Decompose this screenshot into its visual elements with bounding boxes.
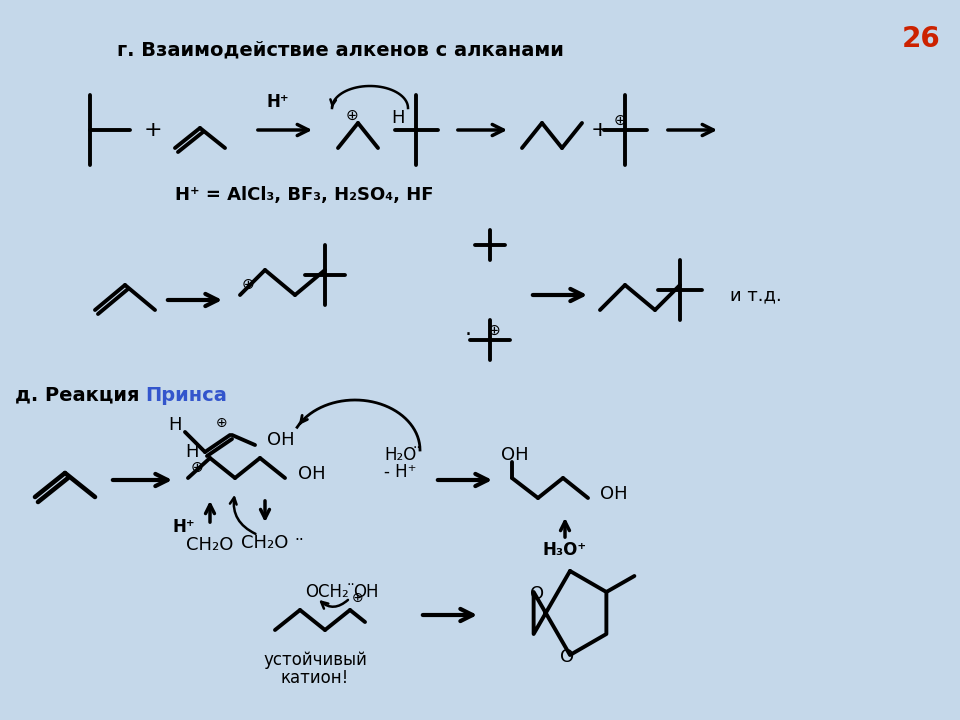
- Text: ··: ··: [413, 441, 421, 455]
- Text: - H⁺: - H⁺: [384, 463, 417, 481]
- Text: устойчивый: устойчивый: [263, 651, 367, 669]
- Text: г. Взаимодействие алкенов с алканами: г. Взаимодействие алкенов с алканами: [116, 40, 564, 59]
- Text: ⊕: ⊕: [488, 323, 500, 338]
- Text: OH: OH: [267, 431, 295, 449]
- Text: O: O: [560, 648, 574, 666]
- Text: д. Реакция: д. Реакция: [15, 385, 146, 405]
- Text: ⊕: ⊕: [216, 416, 228, 430]
- Text: ⊕: ⊕: [242, 276, 254, 292]
- Text: ·: ·: [465, 325, 471, 345]
- Text: и т.д.: и т.д.: [730, 286, 781, 304]
- Text: ··: ··: [294, 533, 303, 547]
- Text: 26: 26: [901, 25, 940, 53]
- Text: OH: OH: [353, 583, 378, 601]
- Text: OH: OH: [600, 485, 628, 503]
- Text: H₃O⁺: H₃O⁺: [543, 541, 588, 559]
- Text: H: H: [185, 443, 199, 461]
- Text: OH: OH: [501, 446, 529, 464]
- Text: H: H: [168, 416, 181, 434]
- Text: H⁺: H⁺: [267, 93, 289, 111]
- Text: CH₂O: CH₂O: [186, 536, 233, 554]
- Text: ⊕: ⊕: [613, 112, 626, 127]
- Text: катион!: катион!: [281, 669, 349, 687]
- Text: H₂O: H₂O: [384, 446, 416, 464]
- Text: H⁺: H⁺: [173, 518, 195, 536]
- Text: ⊕: ⊕: [191, 459, 204, 474]
- Text: O: O: [530, 585, 543, 603]
- Text: CH₂O: CH₂O: [241, 534, 289, 552]
- Text: ⊕: ⊕: [346, 107, 358, 122]
- Text: +: +: [590, 120, 610, 140]
- Text: OH: OH: [298, 465, 325, 483]
- Text: H: H: [392, 109, 405, 127]
- Text: OCH₂: OCH₂: [305, 583, 348, 601]
- Text: H⁺ = AlCl₃, BF₃, H₂SO₄, HF: H⁺ = AlCl₃, BF₃, H₂SO₄, HF: [175, 186, 434, 204]
- Text: ⊕: ⊕: [352, 591, 364, 605]
- Text: Принса: Принса: [145, 385, 227, 405]
- Text: ··: ··: [347, 578, 355, 592]
- Text: +: +: [144, 120, 162, 140]
